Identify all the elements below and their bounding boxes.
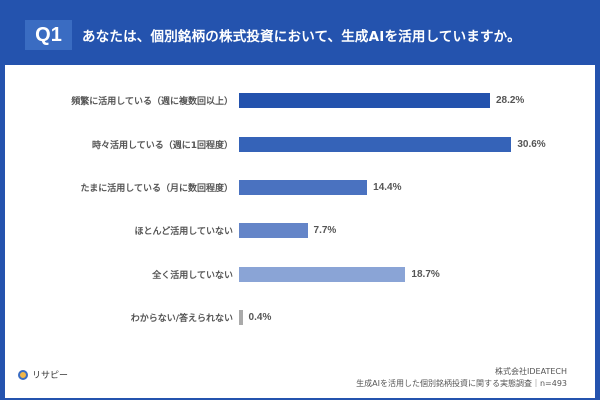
category-label: ほとんど活用していない — [134, 227, 233, 237]
chart-panel: 頻繁に活用している（週に複数回以上） 28.2% 時々活用している（週に1回程度） 3… — [5, 65, 595, 398]
company-name: 株式会社IDEATECH — [495, 367, 567, 376]
category-label: 頻繁に活用している（週に複数回以上） — [71, 97, 233, 107]
value-label: 14.4% — [373, 182, 402, 193]
value-label: 0.4% — [248, 312, 272, 323]
bar-row: ほとんど活用していない 7.7% — [5, 223, 595, 238]
value-label: 28.2% — [495, 95, 525, 106]
value-label: 7.7% — [313, 225, 337, 236]
bar-row: 全く活用していない 18.7% — [5, 267, 595, 282]
bar — [239, 93, 490, 108]
category-label: たまに活用している（月に数回程度） — [80, 184, 233, 194]
bar — [239, 310, 243, 325]
bar — [239, 137, 512, 152]
bar-row: 時々活用している（週に1回程度） 30.6% — [5, 137, 595, 152]
location-pin-icon — [18, 369, 28, 380]
bar — [239, 267, 406, 282]
logo-text: リサピー — [32, 371, 69, 381]
value-label: 18.7% — [411, 269, 440, 280]
value-label: 30.6% — [517, 139, 546, 150]
question-badge: Q1 — [25, 20, 72, 50]
bar-row: 頻繁に活用している（週に複数回以上） 28.2% — [5, 93, 595, 108]
bar-row: たまに活用している（月に数回程度） 14.4% — [5, 180, 595, 195]
bar-row: わからない/答えられない 0.4% — [5, 310, 595, 325]
bar — [239, 223, 308, 238]
question-title: あなたは、個別銘柄の株式投資において、生成AIを活用していますか。 — [82, 29, 521, 45]
survey-info: 生成AIを活用した個別銘柄投資に関する実態調査｜n=493 — [356, 379, 567, 388]
category-label: 全く活用していない — [152, 271, 233, 281]
bar — [239, 180, 368, 195]
category-label: わからない/答えられない — [130, 314, 233, 324]
category-label: 時々活用している（週に1回程度） — [92, 141, 233, 151]
source-note: 株式会社IDEATECH 生成AIを活用した個別銘柄投資に関する実態調査｜n=4… — [356, 366, 567, 390]
risapy-logo: リサピー — [18, 368, 68, 381]
